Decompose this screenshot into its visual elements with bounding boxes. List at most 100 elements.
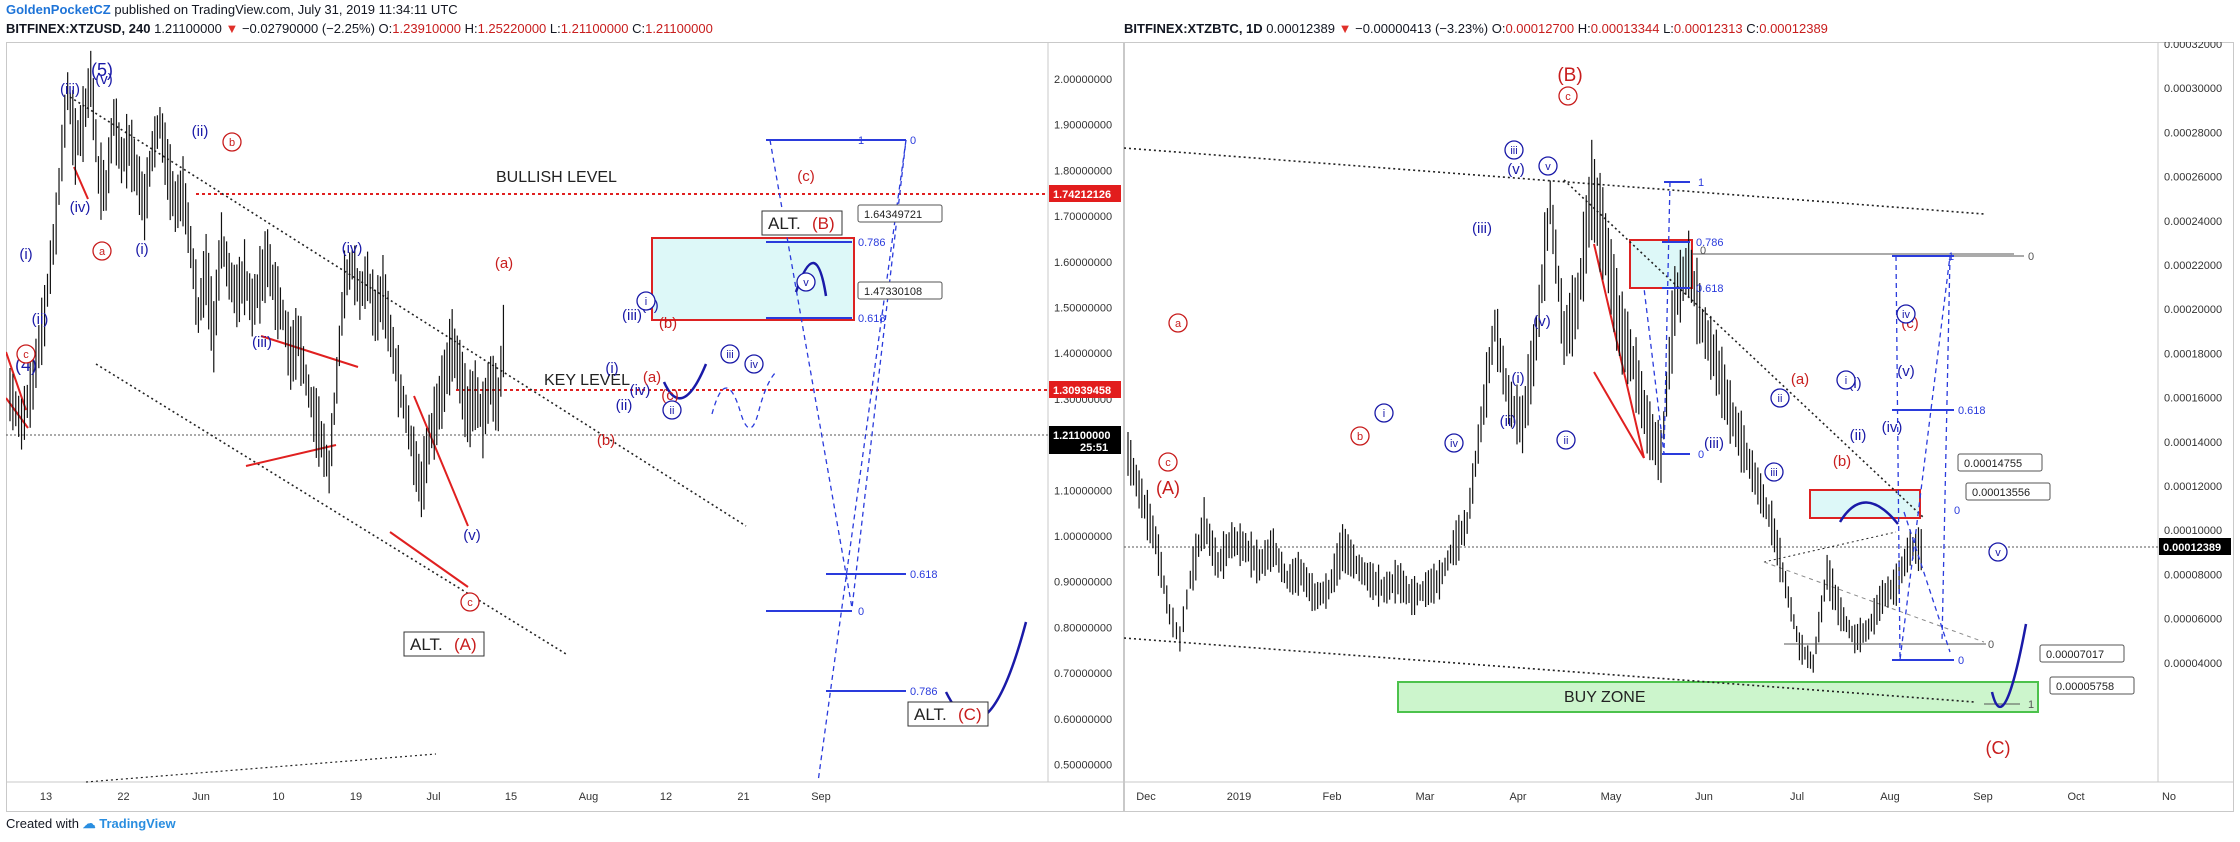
right-x-tick: May <box>1601 791 1622 803</box>
left-wave-label: (b) <box>597 432 615 449</box>
xtzusd-chart[interactable]: 2.00000000 1.90000000 1.80000000 1.70000000… <box>6 42 1124 812</box>
bullish-level-value: 1.74212126 <box>1053 189 1111 201</box>
left-fib-0b: 0 <box>858 606 864 618</box>
left-wave-circle <box>16 344 36 364</box>
right-x-tick: No <box>2162 791 2176 803</box>
left-y-ticks: 2.00000000 1.90000000 1.80000000 1.70000000… <box>1054 74 1112 772</box>
right-fib-618b: 0.618 <box>1958 405 1986 417</box>
right-close: 0.00012389 <box>1759 21 1828 36</box>
left-wave-label: (i) <box>135 241 148 258</box>
right-wave-circle <box>1158 452 1178 472</box>
left-y-tick: 0.80000000 <box>1054 622 1112 634</box>
tradingview-logo-icon[interactable]: ☁ <box>82 816 96 831</box>
right-wave-circle-label: iii <box>1770 467 1777 479</box>
left-x-ticks: 13 22 Jun 10 19 Jul 15 Aug 12 21 Sep <box>40 791 831 803</box>
tradingview-brand[interactable]: TradingView <box>99 816 176 831</box>
right-wave-circle-label: iv <box>1450 438 1458 450</box>
right-fib-0e: 0 <box>1988 639 1994 651</box>
left-fib-786b: 0.786 <box>910 686 938 698</box>
left-last-price: 1.21100000 <box>1053 430 1111 442</box>
right-y-tick: 0.00028000 <box>2164 127 2222 139</box>
right-wave-label: (iii) <box>1704 435 1724 452</box>
left-y-tick: 1.70000000 <box>1054 211 1112 223</box>
right-change: −0.00000413 (−3.23%) <box>1355 21 1489 36</box>
right-y-tick: 0.00020000 <box>2164 304 2222 316</box>
left-y-tick: 2.00000000 <box>1054 74 1112 86</box>
right-wave-circle <box>1896 304 1916 324</box>
left-change-down-icon: ▼ <box>225 21 239 36</box>
right-symbol-line: BITFINEX:XTZBTC, 1D 0.00012389 ▼ −0.0000… <box>1124 21 1828 36</box>
left-wave-label: (5) <box>91 60 113 80</box>
right-y-tick: 0.00008000 <box>2164 569 2222 581</box>
right-wave-label: (ii) <box>1850 427 1867 444</box>
left-wave-circle <box>222 132 242 152</box>
left-y-tick: 0.60000000 <box>1054 714 1112 726</box>
right-wave-labels: (B)(A)(C)(v)(iii)(v)(i)(ii)(iii)(i)(ii)(… <box>1156 65 2011 758</box>
left-wave-circle-label: v <box>803 277 809 289</box>
right-wave-circle-label: ii <box>1564 435 1569 447</box>
right-y-tick: 0.00006000 <box>2164 614 2222 626</box>
left-wave-circle-label: b <box>229 137 235 149</box>
alt-b-label: ALT. (B) <box>761 210 843 236</box>
left-x-tick: 19 <box>350 791 362 803</box>
left-y-tick: 1.50000000 <box>1054 303 1112 315</box>
right-y-ticks: 0.00032000 0.00030000 0.00028000 0.00026000… <box>2164 42 2222 670</box>
right-zone-bottom-value: 0.00013556 <box>1972 487 2030 499</box>
right-fib-0a: 0 <box>1698 449 1704 461</box>
left-y-tick: 0.90000000 <box>1054 577 1112 589</box>
left-x-tick: 10 <box>272 791 284 803</box>
left-y-tick: 1.00000000 <box>1054 531 1112 543</box>
right-fib-618: 0.618 <box>1696 283 1724 295</box>
right-x-ticks: Dec 2019 Feb Mar Apr May Jun Jul Aug Sep Oct No <box>1136 791 2176 803</box>
right-change-down-icon: ▼ <box>1338 21 1352 36</box>
left-wave-circle <box>92 241 112 261</box>
left-close: 1.21100000 <box>645 21 713 36</box>
right-fib-1a: 1 <box>1698 177 1704 189</box>
key-level-value: 1.30939458 <box>1053 385 1111 397</box>
alt-c-label: ALT. (C) <box>907 701 989 727</box>
publish-line: GoldenPocketCZ published on TradingView.… <box>6 2 458 17</box>
right-wave-circle-label: c <box>1165 457 1171 469</box>
left-y-tick: 1.10000000 <box>1054 485 1112 497</box>
bullish-level-label: BULLISH LEVEL <box>496 169 617 186</box>
key-level-label: KEY LEVEL <box>544 372 630 389</box>
left-wave-circle <box>636 291 656 311</box>
left-y-tick: 1.40000000 <box>1054 348 1112 360</box>
right-wave-label: (v) <box>1897 363 1915 380</box>
left-y-tick: 1.90000000 <box>1054 120 1112 132</box>
right-y-tick: 0.00022000 <box>2164 260 2222 272</box>
right-last: 0.00012389 <box>1266 21 1335 36</box>
svg-text:ALT.: ALT. <box>914 705 947 724</box>
right-wave-circle-label: iii <box>1510 145 1517 157</box>
xtzbtc-chart[interactable]: 0.00032000 0.00030000 0.00028000 0.00026000… <box>1124 42 2234 812</box>
left-change: −0.02790000 (−2.25%) <box>241 21 375 36</box>
right-x-tick: Mar <box>1416 791 1435 803</box>
right-wave-circle-label: i <box>1845 375 1847 387</box>
right-fib-0c: 0 <box>1958 655 1964 667</box>
left-wave-label: (iii) <box>622 307 642 324</box>
left-x-tick: Sep <box>811 791 831 803</box>
right-y-tick: 0.00004000 <box>2164 658 2222 670</box>
right-x-tick: Feb <box>1323 791 1342 803</box>
left-wave-label: (c) <box>661 387 679 404</box>
right-x-tick: Apr <box>1509 791 1526 803</box>
footer: Created with ☁ TradingView <box>6 816 176 832</box>
right-fib-1b: 1 <box>1948 251 1954 263</box>
published-text: published on TradingView.com, July 31, 2… <box>114 2 458 17</box>
right-wave-label: (iv) <box>1882 419 1903 436</box>
right-wave-circle-label: a <box>1175 318 1182 330</box>
left-wave-circle <box>460 592 480 612</box>
left-wave-circle <box>720 344 740 364</box>
left-x-tick: 21 <box>737 791 749 803</box>
right-x-tick: Jul <box>1790 791 1804 803</box>
right-upper-zone <box>1629 239 1693 289</box>
author-name[interactable]: GoldenPocketCZ <box>6 2 111 17</box>
right-wave-label: (i) <box>1511 370 1524 387</box>
right-x-tick: 2019 <box>1227 791 1251 803</box>
right-wave-circle <box>1558 86 1578 106</box>
right-wave-label: (A) <box>1156 478 1180 498</box>
left-wave-label: (b) <box>659 315 677 332</box>
right-low: 0.00012313 <box>1673 21 1743 36</box>
alt-a-label: ALT. (A) <box>403 631 485 657</box>
right-wave-label: (B) <box>1557 65 1582 86</box>
